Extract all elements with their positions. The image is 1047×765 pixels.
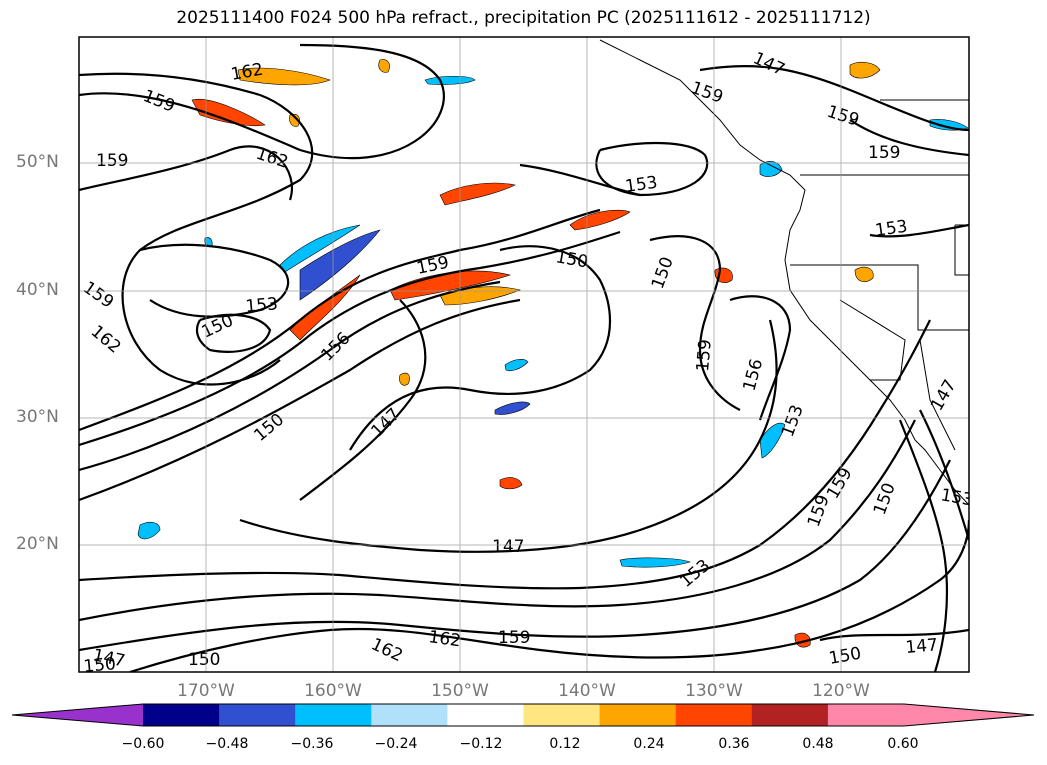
lon-label: 160°W (304, 681, 362, 701)
contour-label: 159 (96, 151, 128, 171)
contour-label: 159 (823, 464, 857, 502)
contour-label: 159 (79, 278, 117, 313)
contour-label: 162 (368, 634, 406, 666)
colorbar-tick-label: 0.48 (802, 736, 834, 752)
map-frame (78, 36, 970, 673)
colorbar-swatch (447, 704, 524, 726)
colorbar-swatch (219, 704, 296, 726)
map-canvas: 162 159 159 162 159 162 153 159 156 150 … (79, 37, 969, 677)
colorbar-swatch (371, 704, 448, 726)
contour-label: 162 (253, 144, 290, 173)
contour-label: 159 (868, 143, 900, 163)
contour-label: 147 (905, 635, 939, 658)
precip-shading (137, 59, 969, 648)
contour-label: 150 (250, 410, 288, 446)
contour-label: 150 (827, 644, 862, 669)
colorbar-swatch (599, 704, 677, 726)
lon-label: 150°W (431, 681, 489, 701)
lat-label: 30°N (16, 407, 59, 427)
coastline (599, 39, 969, 506)
contour-label: 150 (188, 650, 220, 670)
contour-label: 147 (927, 376, 961, 414)
contour-label: 147 (367, 404, 404, 441)
colorbar-swatch (295, 704, 372, 726)
colorbar-swatch (143, 704, 220, 726)
contour-label: 153 (245, 294, 279, 317)
contour-label: 159 (140, 86, 178, 117)
lon-label: 120°W (812, 681, 870, 701)
contour-label: 159 (804, 492, 834, 529)
contour-label: 156 (317, 328, 354, 365)
colorbar-swatch (675, 704, 753, 726)
lat-label: 40°N (16, 280, 59, 300)
colorbar-swatch (523, 704, 601, 726)
contour-label: 153 (624, 173, 659, 197)
contour-label: 153 (874, 217, 909, 241)
map-title: 2025111400 F024 500 hPa refract., precip… (176, 8, 871, 28)
contour-label: 147 (492, 537, 524, 557)
colorbar-tick-label: −0.12 (459, 736, 503, 752)
colorbar-tick-label: −0.36 (290, 736, 334, 752)
contour-label: 150 (554, 247, 589, 272)
colorbar-tick-label: −0.60 (121, 736, 165, 752)
contour-label: 162 (427, 627, 462, 651)
contour-label: 159 (498, 628, 530, 648)
lon-label: 130°W (685, 681, 743, 701)
lon-label: 140°W (558, 681, 616, 701)
lon-label: 170°W (177, 681, 235, 701)
colorbar-swatch (827, 704, 905, 726)
contour-label: 159 (688, 78, 725, 108)
colorbar-outline (11, 703, 1035, 727)
colorbar-tick-label: −0.48 (205, 736, 249, 752)
colorbar-tick-label: 0.36 (718, 736, 750, 752)
colorbar-swatch (751, 704, 829, 726)
colorbar-extend-min (12, 704, 143, 726)
colorbar (11, 703, 1035, 727)
contour-label: 150 (83, 654, 117, 677)
contour-label: 156 (740, 357, 768, 394)
contour-label: 153 (778, 402, 808, 439)
contour-label: 150 (648, 254, 678, 291)
colorbar-extend-max (904, 704, 1034, 726)
colorbar-tick-label: 0.24 (633, 736, 665, 752)
colorbar-tick-label: 0.60 (887, 736, 919, 752)
contour-label: 159 (824, 102, 861, 131)
contour-label: 159 (693, 338, 716, 372)
graticule (79, 37, 969, 672)
contour-lines (79, 43, 969, 672)
contour-label: 162 (87, 322, 125, 358)
colorbar-tick-label: 0.12 (549, 736, 581, 752)
contour-label: 147 (750, 48, 788, 80)
lat-label: 20°N (16, 534, 59, 554)
colorbar-tick-label: −0.24 (374, 736, 418, 752)
lat-label: 50°N (16, 152, 59, 172)
